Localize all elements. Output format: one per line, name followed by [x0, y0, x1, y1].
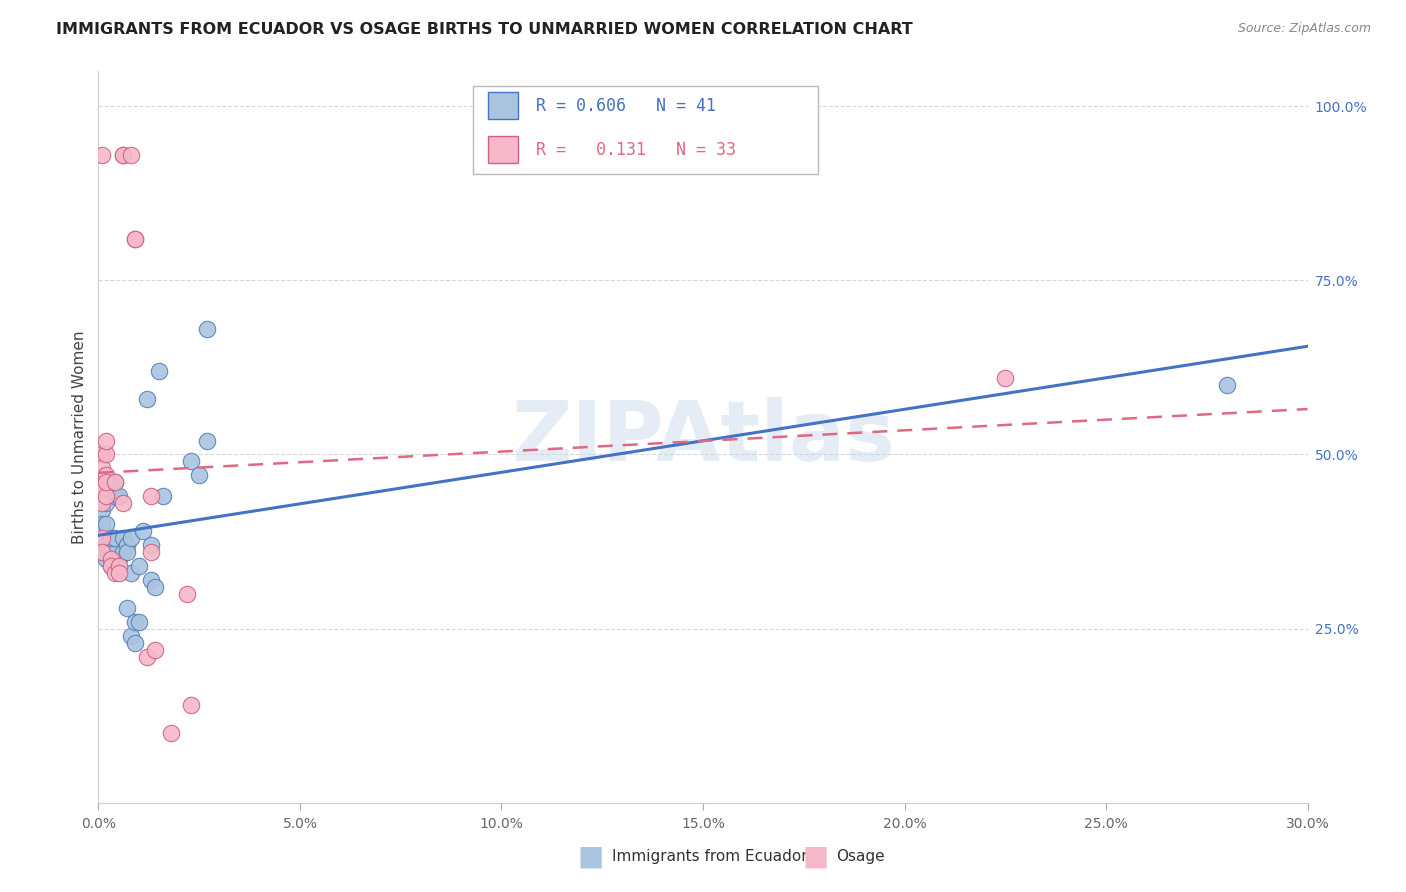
Point [107, 558, 129, 573]
Point [143, 580, 166, 594]
Point [115, 538, 138, 552]
Text: IMMIGRANTS FROM ECUADOR VS OSAGE BIRTHS TO UNMARRIED WOMEN CORRELATION CHART: IMMIGRANTS FROM ECUADOR VS OSAGE BIRTHS … [56, 22, 912, 37]
Point [96, 552, 118, 566]
Point [128, 615, 150, 629]
Point [124, 635, 146, 649]
Point [91, 448, 114, 462]
Text: Immigrants from Ecuador: Immigrants from Ecuador [612, 849, 807, 863]
Point [120, 148, 142, 162]
Point [120, 629, 142, 643]
Point [152, 489, 174, 503]
Point [96, 448, 118, 462]
Point [111, 148, 134, 162]
Point [160, 726, 183, 740]
Point [91, 545, 114, 559]
Point [100, 531, 122, 545]
Point [180, 698, 202, 713]
Point [139, 489, 162, 503]
Point [1216, 377, 1239, 392]
Point [139, 573, 162, 587]
Point [124, 615, 146, 629]
Point [96, 496, 118, 510]
Text: ■: ■ [578, 842, 603, 871]
Point [100, 558, 122, 573]
Point [91, 545, 114, 559]
Point [111, 545, 134, 559]
Point [91, 483, 114, 497]
Point [100, 552, 122, 566]
Point [188, 468, 211, 483]
Point [91, 517, 114, 532]
Point [176, 587, 198, 601]
Point [103, 531, 125, 545]
Point [103, 566, 125, 580]
Point [107, 552, 129, 566]
Point [111, 496, 134, 510]
Point [180, 454, 202, 468]
Text: Source: ZipAtlas.com: Source: ZipAtlas.com [1237, 22, 1371, 36]
Point [107, 489, 129, 503]
Text: ZIPAtlas: ZIPAtlas [510, 397, 896, 477]
Bar [488, 92, 517, 120]
Point [91, 496, 114, 510]
Point [124, 231, 146, 245]
Point [135, 392, 157, 406]
Point [103, 475, 125, 490]
Point [195, 322, 218, 336]
Point [107, 566, 129, 580]
Point [120, 566, 142, 580]
Point [132, 524, 155, 538]
Point [135, 649, 157, 664]
Point [91, 148, 114, 162]
Text: ■: ■ [803, 842, 828, 871]
Point [91, 461, 114, 475]
Point [91, 531, 114, 545]
Point [91, 468, 114, 483]
Point [111, 531, 134, 545]
Point [96, 434, 118, 448]
Point [124, 231, 146, 245]
Point [96, 468, 118, 483]
FancyBboxPatch shape [474, 86, 818, 174]
Point [111, 148, 134, 162]
Point [96, 538, 118, 552]
Text: R =   0.131   N = 33: R = 0.131 N = 33 [536, 141, 737, 159]
Point [139, 545, 162, 559]
Point [100, 545, 122, 559]
Point [115, 545, 138, 559]
Bar [488, 136, 517, 163]
Point [115, 600, 138, 615]
Point [91, 503, 114, 517]
Point [96, 517, 118, 532]
Point [148, 364, 170, 378]
Point [195, 434, 218, 448]
Point [103, 475, 125, 490]
Y-axis label: Births to Unmarried Women: Births to Unmarried Women [72, 330, 87, 544]
Point [100, 558, 122, 573]
Point [100, 475, 122, 490]
Text: R = 0.606   N = 41: R = 0.606 N = 41 [536, 96, 716, 115]
Point [103, 489, 125, 503]
Point [91, 531, 114, 545]
Point [96, 489, 118, 503]
Point [143, 642, 166, 657]
Text: Osage: Osage [837, 849, 886, 863]
Point [139, 538, 162, 552]
Point [994, 371, 1017, 385]
Point [96, 475, 118, 490]
Point [120, 531, 142, 545]
Point [128, 558, 150, 573]
